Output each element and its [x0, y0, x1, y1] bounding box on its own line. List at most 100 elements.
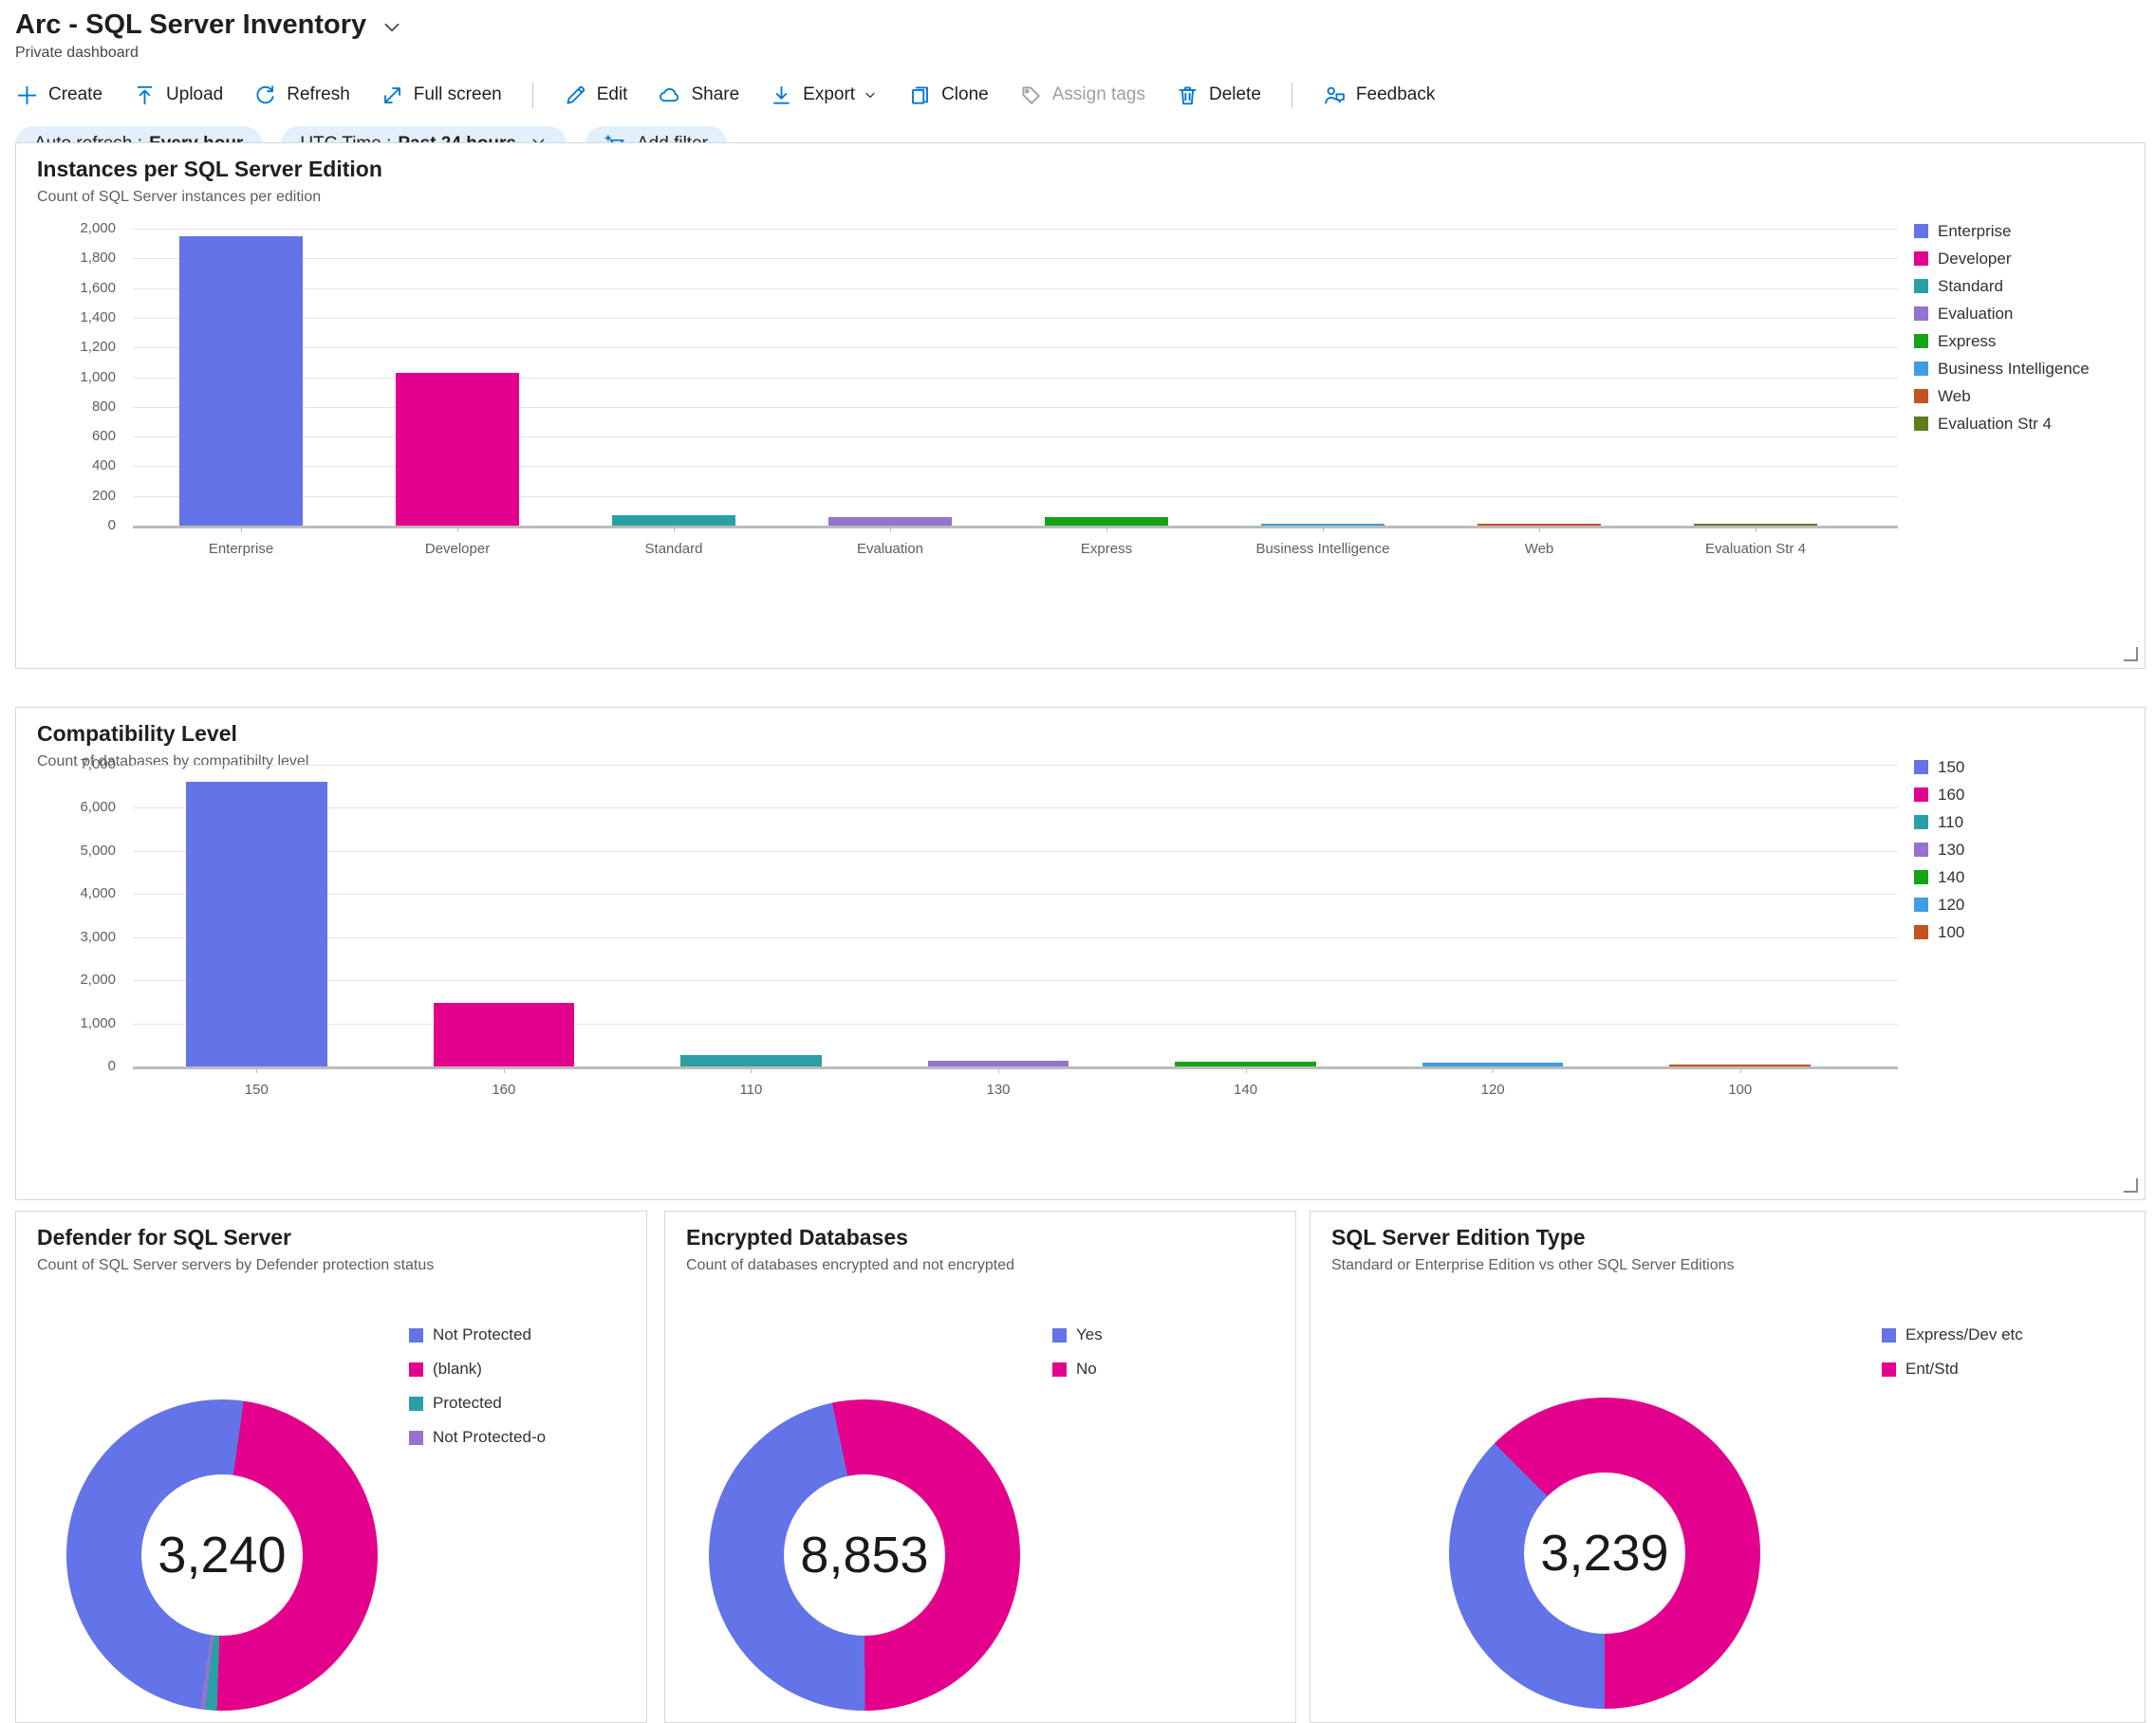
bar-Web[interactable] — [1478, 524, 1601, 526]
y-axis-tick-label: 800 — [91, 398, 116, 415]
chevron-down-icon[interactable] — [381, 17, 402, 38]
compatibility-bar-chart: 7,000 6,000 5,000 4,000 3,000 2,000 1,000 0 150 1… — [80, 756, 1898, 1098]
bar-Developer[interactable] — [396, 372, 519, 526]
toolbar-clone-button[interactable]: Clone — [908, 83, 989, 107]
legend-swatch — [1914, 815, 1928, 829]
legend-item[interactable]: Web — [1914, 382, 2090, 410]
legend-swatch — [1914, 251, 1928, 266]
legend-item[interactable]: 100 — [1914, 918, 1964, 946]
donut-hole: 8,853 — [784, 1474, 945, 1636]
legend-item[interactable]: No — [1052, 1352, 1103, 1386]
legend-item[interactable]: 150 — [1914, 753, 1964, 781]
gridline — [133, 377, 1898, 379]
legend-item[interactable]: Express/Dev etc — [1882, 1318, 2023, 1352]
legend-item[interactable]: (blank) — [409, 1352, 546, 1386]
legend-label: Not Protected-o — [433, 1428, 547, 1446]
chart-title: Instances per SQL Server Edition — [37, 157, 382, 181]
defender-legend: Not Protected (blank) Protected Not Protect… — [409, 1318, 546, 1454]
legend-item[interactable]: Developer — [1914, 245, 2090, 272]
tile-resize-handle[interactable] — [2124, 1178, 2138, 1193]
legend-item[interactable]: Protected — [409, 1386, 546, 1420]
edition-type-donut-chart[interactable]: 3,239 — [1449, 1398, 1760, 1709]
legend-swatch — [1914, 417, 1928, 431]
chart-title: Compatibility Level — [37, 721, 237, 746]
bar-110[interactable] — [680, 1055, 822, 1066]
x-axis-tick-label: 110 — [739, 1082, 763, 1098]
bar-Business Intelligence[interactable] — [1261, 524, 1385, 526]
legend-item[interactable]: 160 — [1914, 781, 1964, 808]
x-axis-tick-label: Evaluation — [856, 541, 924, 557]
legend-item[interactable]: Enterprise — [1914, 217, 2090, 245]
bar-Evaluation[interactable] — [828, 516, 952, 526]
legend-label: (blank) — [433, 1360, 482, 1378]
legend-swatch — [409, 1327, 423, 1343]
x-axis-tick — [1323, 526, 1324, 532]
legend-item[interactable]: Business Intelligence — [1914, 355, 2090, 382]
toolbar-share-button[interactable]: Share — [658, 83, 739, 107]
toolbar-export-button[interactable]: Export — [770, 83, 878, 107]
toolbar-edit-button[interactable]: Edit — [564, 83, 627, 107]
legend-label: Web — [1938, 386, 1971, 405]
bar-Standard[interactable] — [612, 515, 735, 526]
y-axis-tick-label: 5,000 — [80, 842, 116, 859]
legend-item[interactable]: Ent/Std — [1882, 1352, 2023, 1386]
legend-item[interactable]: Not Protected — [409, 1318, 546, 1352]
chart-title: Defender for SQL Server — [37, 1225, 292, 1250]
x-axis-tick-label: 100 — [1728, 1082, 1753, 1098]
page-title: Arc - SQL Server Inventory — [15, 9, 367, 40]
y-axis-tick-label: 1,000 — [80, 368, 116, 385]
donut-hole: 3,239 — [1524, 1473, 1685, 1634]
x-axis-tick-label: 160 — [492, 1082, 516, 1098]
legend-item[interactable]: 110 — [1914, 808, 1964, 836]
fullscreen-icon — [383, 86, 400, 103]
toolbar-delete-button[interactable]: Delete — [1176, 83, 1261, 107]
chart-subtitle: Count of databases encrypted and not enc… — [686, 1257, 1015, 1273]
encrypted-donut-chart[interactable]: 8,853 — [709, 1399, 1020, 1711]
bar-Express[interactable] — [1045, 517, 1168, 526]
gridline — [133, 980, 1898, 982]
legend-item[interactable]: 130 — [1914, 836, 1964, 863]
toolbar-create-button[interactable]: Create — [15, 83, 102, 107]
legend-swatch — [1914, 306, 1928, 321]
legend-item[interactable]: Standard — [1914, 272, 2090, 300]
legend-item[interactable]: 140 — [1914, 863, 1964, 891]
x-axis-tick-label: Express — [1080, 541, 1133, 557]
toolbar-upload-button[interactable]: Upload — [133, 83, 223, 107]
legend-item[interactable]: Evaluation Str 4 — [1914, 410, 2090, 437]
bar-100[interactable] — [1669, 1065, 1811, 1066]
bar-Evaluation Str 4[interactable] — [1694, 524, 1817, 526]
bar-Enterprise[interactable] — [179, 235, 303, 526]
legend-swatch — [1914, 224, 1928, 238]
defender-donut-chart[interactable]: 3,240 — [66, 1399, 378, 1711]
bar-120[interactable] — [1422, 1062, 1564, 1066]
legend-swatch — [1882, 1362, 1896, 1377]
x-axis-tick — [457, 526, 458, 532]
legend-item[interactable]: Evaluation — [1914, 300, 2090, 327]
legend-label: Express — [1938, 331, 1997, 350]
x-axis-tick — [1493, 1066, 1495, 1073]
legend-label: 120 — [1938, 895, 1965, 914]
legend-item[interactable]: 120 — [1914, 891, 1964, 918]
legend-item[interactable]: Not Protected-o — [409, 1420, 546, 1454]
tile-resize-handle[interactable] — [2124, 647, 2138, 661]
bar-140[interactable] — [1175, 1062, 1316, 1066]
toolbar-refresh-button[interactable]: Refresh — [253, 83, 350, 107]
legend-item[interactable]: Express — [1914, 327, 2090, 355]
legend-label: Enterprise — [1938, 221, 2012, 240]
toolbar-button-label: Assign tags — [1051, 84, 1145, 104]
bar-130[interactable] — [927, 1060, 1069, 1066]
y-axis-tick-label: 1,800 — [80, 250, 116, 267]
download-icon — [773, 85, 790, 104]
y-axis-tick-label: 1,400 — [80, 308, 116, 325]
legend-item[interactable]: Yes — [1052, 1318, 1103, 1352]
toolbar-feedback-button[interactable]: Feedback — [1323, 83, 1435, 107]
legend-label: Express/Dev etc — [1905, 1325, 2023, 1343]
toolbar-fullscreen-button[interactable]: Full screen — [381, 83, 502, 107]
bar-150[interactable] — [186, 782, 327, 1066]
bar-160[interactable] — [433, 1002, 575, 1066]
instances-bar-chart: 2,000 1,800 1,600 1,400 1,200 1,000 800 600 400 2… — [80, 220, 1898, 557]
x-axis-line — [133, 1066, 1898, 1069]
donut-total-value: 3,240 — [158, 1527, 287, 1584]
legend-swatch — [1914, 389, 1928, 403]
y-axis-tick-label: 0 — [107, 1058, 116, 1074]
